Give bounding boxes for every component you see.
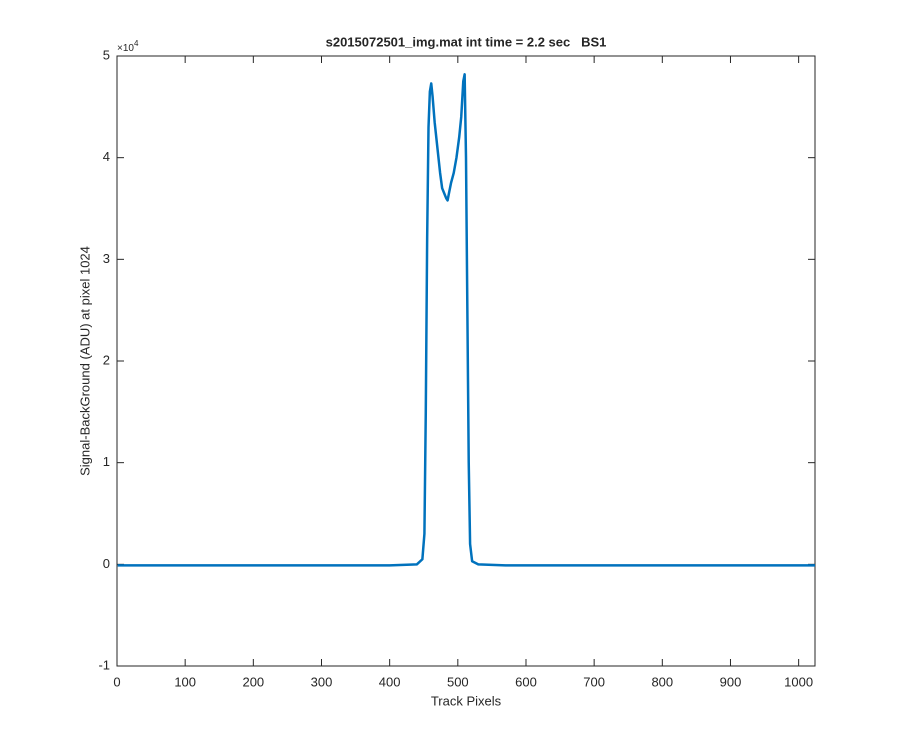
y-tick-label: -1 (98, 657, 110, 672)
x-tick-label: 0 (113, 674, 120, 689)
x-tick-label: 200 (242, 674, 264, 689)
x-tick-label: 100 (174, 674, 196, 689)
x-tick-label: 400 (379, 674, 401, 689)
x-tick-label: 800 (651, 674, 673, 689)
y-tick-label: 1 (103, 454, 110, 469)
y-multiplier-base: ×10 (117, 43, 134, 54)
chart-title: s2015072501_img.mat int time = 2.2 sec B… (326, 34, 607, 49)
y-tick-label: 4 (103, 149, 110, 164)
x-tick-label: 500 (447, 674, 469, 689)
y-multiplier-exponent: 4 (134, 39, 139, 48)
y-tick-label: 0 (103, 556, 110, 571)
y-tick-label: 5 (103, 47, 110, 62)
y-tick-label: 3 (103, 251, 110, 266)
y-axis-label: Signal-BackGround (ADU) at pixel 1024 (77, 246, 92, 476)
x-tick-label: 700 (583, 674, 605, 689)
y-multiplier: ×104 (117, 39, 139, 54)
data-line (117, 73, 815, 567)
x-axis-label: Track Pixels (431, 693, 502, 708)
x-tick-label: 900 (720, 674, 742, 689)
x-tick-label: 600 (515, 674, 537, 689)
x-tick-label: 300 (311, 674, 333, 689)
x-tick-label: 1000 (784, 674, 813, 689)
y-tick-label: 2 (103, 352, 110, 367)
